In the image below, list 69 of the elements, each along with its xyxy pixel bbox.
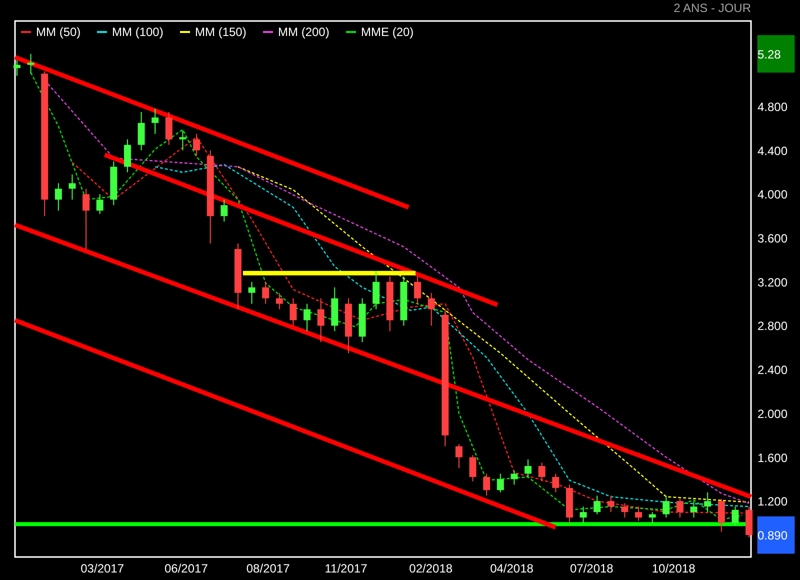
candlestick	[455, 444, 462, 469]
y-tick-label: 2.800	[758, 319, 788, 334]
x-tick-label: 02/2018	[409, 562, 453, 576]
candlestick	[54, 182, 62, 212]
candlestick	[13, 60, 20, 76]
y-tick-label: 4.800	[758, 100, 788, 114]
candlestick	[662, 495, 670, 518]
y-tick-label: 1.200	[758, 494, 788, 509]
legend-label: MM (200)	[278, 25, 330, 39]
candlestick	[496, 473, 504, 493]
candlestick	[138, 111, 145, 151]
y-tick-label: 2.400	[758, 363, 788, 378]
candlestick	[580, 506, 587, 524]
candlestick	[718, 498, 725, 532]
x-tick-label: 10/2018	[652, 562, 696, 576]
y-tick-label: 0.890	[758, 528, 788, 543]
candlestick	[690, 500, 698, 518]
candlestick	[469, 454, 476, 482]
candlestick	[648, 512, 656, 524]
legend-label: MM (100)	[112, 25, 164, 39]
candlestick	[27, 53, 34, 74]
x-tick-label: 08/2017	[246, 562, 290, 576]
x-tick-label: 04/2018	[490, 562, 534, 576]
candlestick	[428, 292, 435, 326]
y-tick-label: 2.000	[758, 406, 788, 421]
candlestick	[676, 498, 684, 518]
candlestick	[165, 111, 172, 146]
x-tick-label: 06/2017	[164, 562, 208, 576]
y-tick-label: 4.400	[758, 144, 788, 158]
legend-label: MM (50)	[36, 25, 81, 39]
candlestick	[124, 138, 131, 173]
legend-label: MME (20)	[361, 25, 414, 39]
candlestick	[290, 298, 297, 326]
x-tick-label: 03/2017	[80, 562, 124, 576]
candlestick	[68, 174, 76, 200]
candlestick	[317, 298, 324, 343]
y-tick-label: 3.200	[758, 275, 788, 290]
y-tick-label: 3.600	[758, 232, 788, 246]
x-tick-label: 07/2018	[570, 562, 614, 576]
candlestick	[607, 495, 614, 513]
line-series	[237, 166, 750, 503]
candlestick	[372, 270, 380, 310]
y-tick-label: 1.600	[758, 450, 788, 465]
candlestick	[220, 199, 228, 222]
legend-label: MM (150)	[195, 25, 246, 39]
candlestick	[248, 281, 256, 304]
candlestick	[510, 470, 518, 486]
candlestick	[732, 506, 739, 526]
y-tick-label: 5.28	[758, 47, 782, 62]
candlestick	[594, 495, 601, 515]
candlestick	[262, 281, 270, 304]
candlestick	[552, 473, 560, 493]
candlestick	[538, 462, 546, 482]
candlestick	[621, 502, 628, 518]
candlestick	[82, 188, 90, 250]
candlestick	[483, 473, 490, 496]
x-tick-label: 11/2017	[324, 562, 368, 576]
candlestick	[96, 194, 104, 214]
candlestick	[635, 506, 642, 522]
candlestick	[276, 292, 283, 310]
y-tick-label: 4.000	[758, 188, 788, 202]
candlestick	[179, 130, 186, 151]
candlestick	[304, 303, 311, 332]
text: 2 ANS - JOUR	[674, 1, 752, 15]
candlestick	[704, 492, 712, 513]
candlestick	[524, 458, 532, 478]
candlestick	[152, 108, 159, 134]
candlestick	[414, 276, 422, 304]
candlestick	[193, 133, 200, 156]
